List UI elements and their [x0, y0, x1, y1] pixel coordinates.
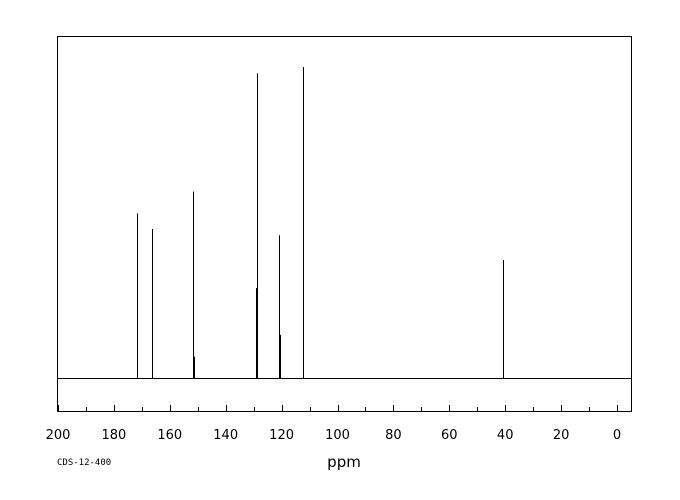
x-tick-label-140: 140 [213, 428, 238, 443]
x-tick-labels-group: 200 180 160 140 120 100 80 60 40 20 0 [46, 428, 622, 443]
x-tick-label-160: 160 [157, 428, 182, 443]
x-tick-label-60: 60 [441, 428, 458, 443]
x-tick-label-120: 120 [269, 428, 294, 443]
x-tick-label-180: 180 [101, 428, 126, 443]
x-tick-label-100: 100 [325, 428, 350, 443]
peaks-group [137, 67, 504, 379]
x-axis-title: ppm [327, 453, 361, 471]
x-tick-label-20: 20 [553, 428, 570, 443]
x-tick-label-200: 200 [46, 428, 71, 443]
x-tick-label-80: 80 [385, 428, 402, 443]
x-ticks-group [58, 405, 618, 411]
x-tick-label-40: 40 [497, 428, 514, 443]
plot-frame [57, 36, 632, 412]
spectrum-code: CDS-12-400 [57, 458, 111, 468]
x-tick-label-0: 0 [613, 428, 621, 443]
